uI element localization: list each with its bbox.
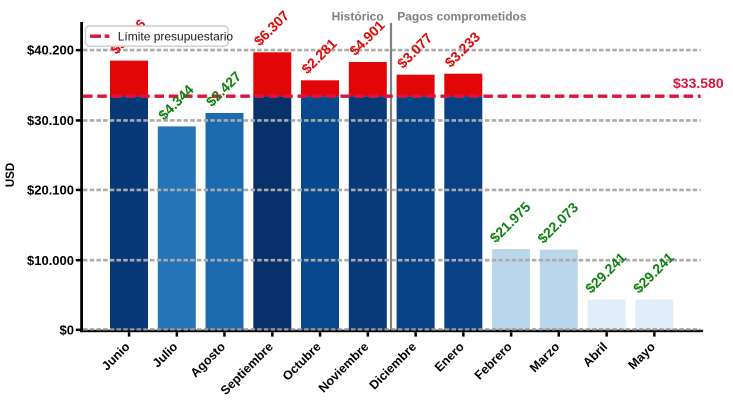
svg-text:USD: USD bbox=[5, 163, 17, 187]
svg-text:$30.100: $30.100 bbox=[27, 113, 74, 128]
svg-text:Límite presupuestario: Límite presupuestario bbox=[118, 29, 234, 43]
svg-text:$10.000: $10.000 bbox=[27, 253, 74, 268]
svg-text:$0: $0 bbox=[60, 322, 74, 337]
svg-text:Histórico: Histórico bbox=[332, 9, 384, 23]
svg-text:$40.200: $40.200 bbox=[27, 43, 74, 58]
svg-text:$20.100: $20.100 bbox=[27, 183, 74, 198]
svg-text:Pagos comprometidos: Pagos comprometidos bbox=[397, 9, 527, 23]
svg-text:$33.580: $33.580 bbox=[673, 75, 724, 91]
